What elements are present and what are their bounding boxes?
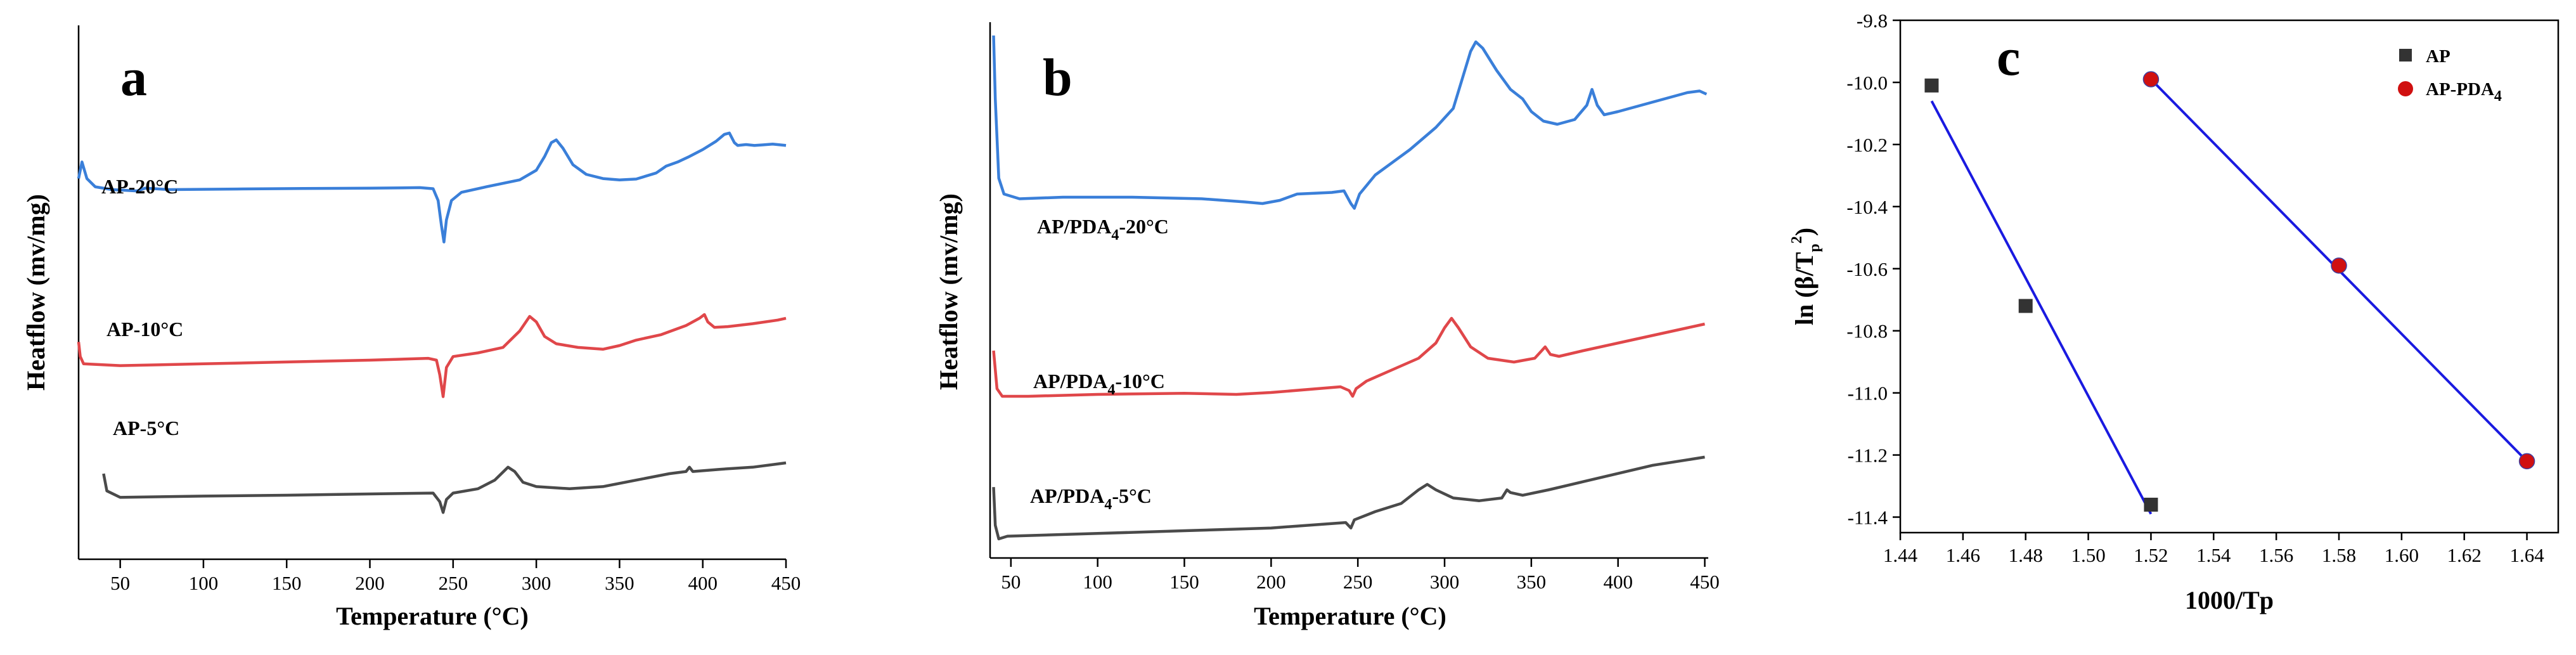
y-tick-label: -10.8	[1846, 320, 1888, 342]
x-tick-label: 1.54	[2196, 544, 2231, 566]
point-ap	[2144, 497, 2158, 512]
y-tick-label: -11.2	[1848, 444, 1888, 467]
panel-b-label-20: AP/PDA4-20°C	[1037, 215, 1169, 243]
y-tick-label: -9.8	[1857, 10, 1888, 32]
y-tick-label: -10.6	[1846, 258, 1888, 280]
point-ap-pda4	[2518, 453, 2535, 470]
x-tick-label: 150	[1169, 571, 1199, 593]
x-tick-label: 300	[1430, 571, 1460, 593]
fit-line-ap	[1930, 100, 2153, 515]
panel-b-label-5-main: AP/PDA	[1030, 484, 1104, 507]
y-tick-label: -11.0	[1848, 382, 1888, 405]
panel-c-label: c	[1997, 28, 2020, 87]
x-tick-label: 200	[1256, 571, 1286, 593]
curve-ap-5-c	[102, 461, 787, 514]
panel-c-plot	[1924, 71, 2535, 515]
panel-c: c 1.44 1.46 1.48 1.50 1.52 1.54 1.56 1.58 1.60 1.…	[1789, 10, 2560, 614]
x-tick-label: 1.52	[2134, 544, 2168, 566]
y-tick-label: -10.2	[1846, 134, 1888, 156]
panel-a-curves	[77, 131, 787, 514]
panel-b-x-ticks: 50 100 150 200 250 300 350 400 450	[1001, 558, 1720, 593]
panel-b-x-title: Temperature (°C)	[1254, 602, 1446, 630]
panel-c-y-title: ln (β/Tp2)	[1789, 228, 1823, 325]
x-tick-label: 1.48	[2009, 544, 2043, 566]
curve-ap-pda4-20-c	[992, 35, 1708, 210]
x-tick-label: 400	[1603, 571, 1633, 593]
panel-b-label-20-sub: 4	[1111, 227, 1119, 243]
panel-b-label-10-sub: 4	[1107, 382, 1115, 398]
x-tick-label: 250	[1343, 571, 1373, 593]
panel-b-label-20-rest: -20°C	[1119, 215, 1169, 238]
panel-b-label-5: AP/PDA4-5°C	[1030, 484, 1152, 513]
curve-ap-20-c	[77, 131, 787, 243]
legend-ap-label: AP	[2426, 46, 2450, 67]
panel-b-label-10: AP/PDA4-10°C	[1033, 370, 1165, 398]
x-tick-label: 250	[439, 572, 468, 594]
curve-ap-pda4-10-c	[992, 316, 1705, 398]
panel-b-label-5-rest: -5°C	[1112, 484, 1152, 507]
panel-b-label-10-rest: -10°C	[1115, 370, 1165, 392]
x-tick-label: 1.44	[1883, 544, 1918, 566]
x-tick-label: 50	[110, 572, 130, 594]
x-tick-label: 450	[771, 572, 801, 594]
panel-a: a 50 100 150 200 250 300 350 400 450 Temperature…	[22, 25, 801, 630]
y-tick-label: -10.0	[1846, 72, 1888, 94]
x-tick-label: 50	[1001, 571, 1021, 593]
x-tick-label: 1.56	[2259, 544, 2293, 566]
panel-c-y-title-sup: 2	[1789, 236, 1805, 243]
legend-ap-pda4-main: AP-PDA	[2426, 79, 2494, 100]
legend-ap-marker	[2399, 49, 2412, 62]
x-tick-label: 400	[688, 572, 718, 594]
x-tick-label: 1.50	[2071, 544, 2105, 566]
point-ap-pda4	[2331, 257, 2347, 274]
panel-a-label-ap-10: AP-10°C	[106, 318, 183, 340]
panel-c-legend: AP AP-PDA4	[2398, 46, 2502, 105]
panel-c-ticks: 1.44 1.46 1.48 1.50 1.52 1.54 1.56 1.58 1.60 1.62…	[1846, 10, 2544, 566]
panel-b-label-5-sub: 4	[1104, 496, 1112, 513]
x-tick-label: 1.62	[2447, 544, 2482, 566]
x-tick-label: 350	[605, 572, 634, 594]
panel-a-label: a	[120, 48, 147, 107]
x-tick-label: 1.46	[1946, 544, 1980, 566]
legend-ap-pda4-marker	[2398, 81, 2413, 96]
x-tick-label: 450	[1690, 571, 1720, 593]
y-tick-label: -10.4	[1846, 196, 1888, 218]
panel-b-label-10-main: AP/PDA	[1033, 370, 1107, 392]
panel-c-frame	[1899, 19, 2560, 534]
panel-a-x-ticks: 50 100 150 200 250 300 350 400 450	[110, 559, 801, 594]
panel-a-x-title: Temperature (°C)	[336, 602, 529, 630]
point-ap-pda4	[2142, 71, 2160, 88]
panel-b-curves	[992, 35, 1708, 541]
panel-c-y-title-close: )	[1790, 228, 1819, 236]
panel-b: b 50 100 150 200 250 300 350 400 450 Temperature…	[934, 22, 1720, 630]
legend-ap-pda4-label: AP-PDA4	[2426, 79, 2502, 105]
panel-b-y-title: Heatflow (mv/mg)	[934, 193, 963, 390]
panel-b-label-20-main: AP/PDA	[1037, 215, 1111, 238]
curve-ap-10-c	[77, 313, 787, 398]
x-tick-label: 200	[355, 572, 385, 594]
x-tick-label: 350	[1517, 571, 1547, 593]
x-tick-label: 150	[272, 572, 302, 594]
x-tick-label: 1.64	[2509, 544, 2544, 566]
panel-c-x-title: 1000/Tp	[2185, 586, 2274, 614]
x-tick-label: 1.60	[2385, 544, 2419, 566]
y-tick-label: -11.4	[1848, 507, 1888, 529]
point-ap	[2018, 299, 2033, 313]
panel-b-label: b	[1043, 48, 1072, 107]
x-tick-label: 100	[189, 572, 219, 594]
point-ap	[1924, 78, 1939, 93]
curve-ap-pda4-5-c	[992, 455, 1705, 541]
panel-a-y-title: Heatflow (mv/mg)	[22, 194, 50, 391]
panel-c-y-title-sub: p	[1806, 243, 1823, 252]
panel-a-label-ap-5: AP-5°C	[113, 417, 179, 439]
legend-ap-pda4-sub: 4	[2494, 88, 2502, 105]
x-tick-label: 1.58	[2322, 544, 2356, 566]
panel-c-y-title-main: ln (β/T	[1790, 252, 1819, 325]
panel-a-label-ap-20: AP-20°C	[101, 175, 178, 198]
x-tick-label: 300	[522, 572, 551, 594]
x-tick-label: 100	[1083, 571, 1112, 593]
